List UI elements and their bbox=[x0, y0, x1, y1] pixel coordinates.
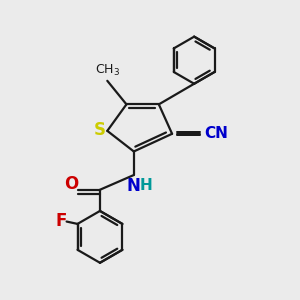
Text: CH$_3$: CH$_3$ bbox=[95, 63, 120, 78]
Text: CN: CN bbox=[205, 126, 228, 141]
Text: F: F bbox=[56, 212, 67, 230]
Text: O: O bbox=[64, 176, 79, 194]
Text: H: H bbox=[140, 178, 152, 193]
Text: N: N bbox=[127, 177, 141, 195]
Text: S: S bbox=[94, 121, 106, 139]
